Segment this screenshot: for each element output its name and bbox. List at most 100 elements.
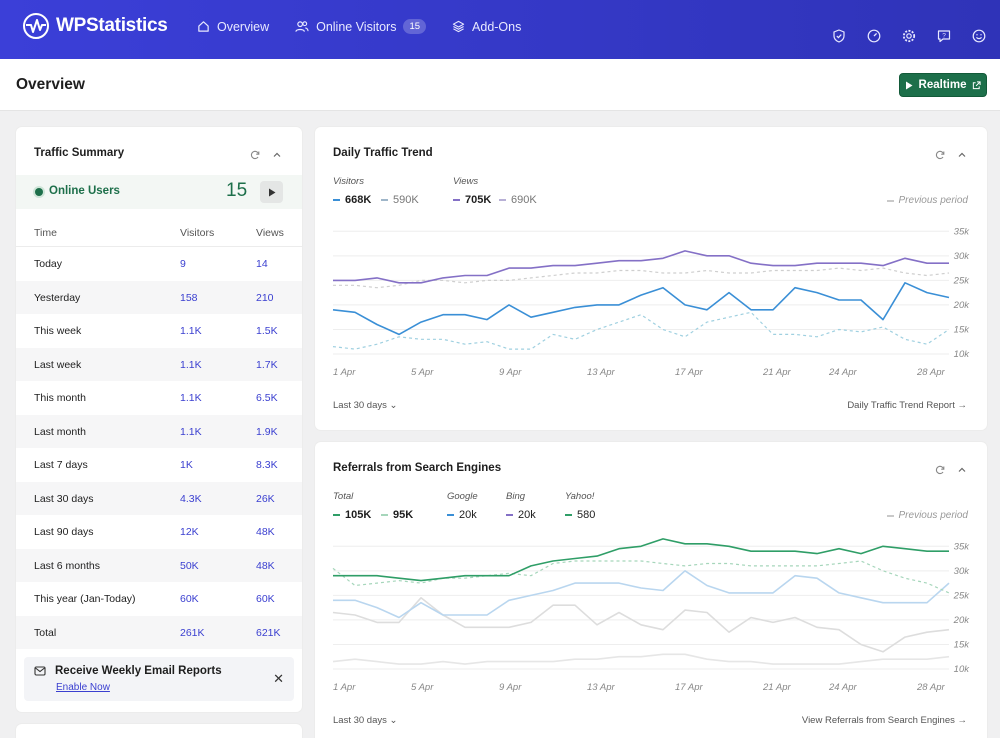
row-views-value[interactable]: 1.9K (256, 425, 278, 438)
table-row: This month 1.1K 6.5K (16, 381, 302, 415)
nav-item-add-ons[interactable]: Add-Ons (452, 20, 521, 34)
help-chat-icon[interactable]: ? (937, 29, 951, 43)
realtime-button[interactable]: Realtime (899, 73, 987, 97)
close-icon[interactable]: ✕ (273, 671, 284, 686)
y-tick-label: 30k (954, 566, 971, 577)
series-line-bing[interactable] (332, 596, 950, 653)
brand-logo[interactable]: WPStatistics (22, 12, 168, 40)
row-views-value[interactable]: 60K (256, 593, 275, 605)
legend-item-visitors-previous[interactable]: 590K (381, 194, 419, 206)
row-views-value[interactable]: 8.3K (256, 459, 278, 471)
row-views-value[interactable]: 48K (256, 526, 275, 538)
users-icon (295, 21, 309, 32)
y-tick-label: 20k (953, 300, 971, 311)
y-tick-label: 25k (953, 590, 971, 601)
row-views-value[interactable]: 14 (256, 258, 268, 270)
row-views-value[interactable]: 26K (256, 492, 275, 505)
chart-legend: Total 105K 95K Google 20k Bing 20k Yahoo… (333, 491, 633, 523)
row-visitors-value[interactable]: 261K (180, 626, 205, 639)
nav-label: Add-Ons (472, 19, 522, 34)
x-tick-label: 28 Apr (916, 682, 945, 693)
series-line-views-previous-period[interactable] (333, 267, 950, 289)
row-visitors-value[interactable]: 9 (180, 258, 186, 270)
gauge-icon[interactable] (867, 29, 881, 43)
shield-check-icon[interactable] (832, 29, 846, 43)
x-tick-label: 9 Apr (499, 367, 522, 378)
play-icon (268, 188, 275, 196)
row-label: This year (Jan-Today) (34, 593, 136, 605)
row-views-value[interactable]: 6.5K (256, 392, 278, 404)
online-users-play-button[interactable] (260, 181, 283, 203)
previous-period-legend[interactable]: Previous period (886, 510, 968, 521)
table-row: Last 6 months 50K 48K (16, 548, 302, 582)
row-views-value[interactable]: 1.5K (256, 325, 278, 337)
row-visitors-value[interactable]: 1K (180, 459, 193, 471)
legend-item-yahoo[interactable]: 580 (565, 509, 595, 521)
row-visitors-value[interactable]: 1.1K (180, 425, 202, 438)
date-range-dropdown[interactable]: Last 30 days ⌄ (333, 715, 397, 726)
legend-value: 580 (577, 509, 596, 521)
row-label: This month (34, 392, 86, 404)
series-line-total-previous-period[interactable] (332, 560, 950, 594)
chevron-up-icon[interactable] (272, 147, 282, 157)
chevron-up-icon[interactable] (957, 147, 967, 157)
row-visitors-value[interactable]: 158 (180, 291, 198, 304)
row-visitors-value[interactable]: 50K (180, 559, 199, 572)
legend-item-views[interactable]: 705K (453, 194, 491, 206)
refresh-icon[interactable] (250, 147, 260, 160)
view-referrals-link[interactable]: View Referrals from Search Engines → (802, 715, 967, 726)
y-tick-label: 15k (954, 639, 971, 650)
series-line-visitors[interactable] (332, 281, 950, 336)
previous-period-label: Previous period (898, 195, 968, 206)
page-header: Overview Realtime (0, 59, 1000, 111)
y-tick-label: 20k (953, 615, 971, 626)
date-range-dropdown[interactable]: Last 30 days ⌄ (333, 400, 397, 411)
row-views-value[interactable]: 621K (256, 626, 281, 639)
series-line-views[interactable] (333, 250, 949, 284)
series-line-google[interactable] (333, 569, 950, 619)
previous-period-legend[interactable]: Previous period (886, 195, 968, 206)
daily-traffic-trend-report-link[interactable]: Daily Traffic Trend Report → (847, 400, 967, 411)
legend-value: 690K (511, 194, 537, 206)
row-visitors-value[interactable]: 1.1K (180, 358, 202, 371)
column-header-visitors: Visitors (180, 227, 215, 239)
row-visitors-value[interactable]: 1.1K (180, 325, 202, 337)
legend-item-total[interactable]: 105K (333, 509, 371, 521)
y-tick-label: 15k (954, 324, 971, 335)
series-line-total[interactable] (333, 538, 949, 582)
svg-text:?: ? (942, 33, 946, 40)
row-visitors-value[interactable]: 1.1K (180, 392, 202, 404)
row-views-value[interactable]: 210 (256, 291, 274, 304)
nav-item-online-visitors[interactable]: Online Visitors 15 (295, 19, 427, 34)
legend-item-visitors[interactable]: 668K (333, 194, 371, 206)
report-link-label: View Referrals from Search Engines (801, 715, 955, 726)
x-tick-label: 5 Apr (411, 367, 434, 378)
chevron-up-icon[interactable] (957, 462, 967, 472)
row-visitors-value[interactable]: 60K (180, 593, 199, 605)
row-views-value[interactable]: 48K (256, 559, 275, 572)
row-visitors-value[interactable]: 4.3K (180, 492, 202, 505)
legend-title-views: Views (453, 176, 479, 187)
row-views-value[interactable]: 1.7K (256, 358, 278, 371)
gear-icon[interactable] (902, 29, 916, 43)
x-tick-label: 1 Apr (333, 367, 356, 378)
referrals-search-engines-chart: 10k 15k 20k 25k 30k 35k 1 Apr 5 Apr 9 Apr 13 Apr 1… (332, 538, 971, 693)
external-link-icon (973, 80, 982, 89)
series-line-yahoo-[interactable] (332, 653, 950, 665)
y-tick-label: 10k (954, 349, 971, 360)
legend-item-total-previous[interactable]: 95K (381, 509, 413, 521)
series-line-visitors-previous-period[interactable] (332, 311, 950, 350)
legend-item-bing[interactable]: 20k (506, 509, 536, 521)
legend-title-visitors: Visitors (333, 176, 364, 187)
enable-now-link[interactable]: Enable Now (56, 682, 110, 693)
x-tick-label: 21 Apr (762, 367, 791, 378)
referrals-search-engines-card: Referrals from Search Engines Total 105K… (315, 442, 987, 738)
smiley-icon[interactable] (972, 29, 986, 43)
legend-item-google[interactable]: 20k (447, 509, 477, 521)
legend-title-bing: Bing (506, 491, 526, 502)
legend-item-views-previous[interactable]: 690K (499, 194, 537, 206)
refresh-icon[interactable] (935, 147, 945, 160)
nav-item-overview[interactable]: Overview (197, 20, 269, 34)
refresh-icon[interactable] (935, 462, 945, 475)
row-visitors-value[interactable]: 12K (180, 526, 199, 538)
